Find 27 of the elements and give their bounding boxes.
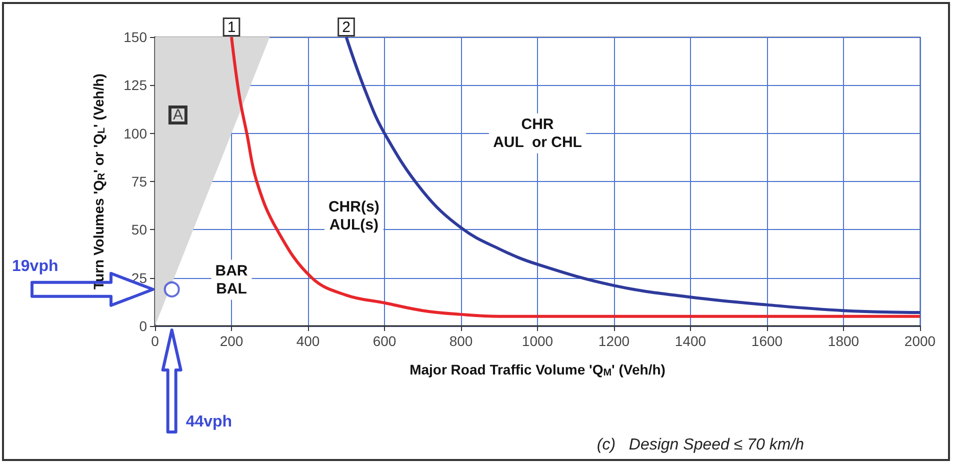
x-tick-label: 1000 — [522, 333, 554, 349]
y-tick-label: 75 — [131, 174, 148, 190]
x-tick-label: 1200 — [598, 333, 630, 349]
series-label: 1 — [227, 19, 236, 36]
y-tick-label: 50 — [131, 222, 148, 238]
series-label: A — [172, 106, 183, 124]
series-label: 2 — [342, 19, 350, 36]
y-tick-label: 125 — [124, 77, 148, 94]
text: 19vph — [12, 258, 58, 275]
y-tick-label: 0 — [139, 318, 148, 334]
x-tick-label: 600 — [372, 333, 396, 349]
y-axis-title: Turn Volumes 'QR' or 'QL' (Veh/h) — [90, 74, 108, 290]
x-tick-label: 800 — [449, 333, 473, 349]
y-tick-label: 150 — [124, 29, 148, 45]
text: (c) Design Speed ≤ 70 km/h — [596, 436, 804, 454]
x-tick-label: 2000 — [904, 333, 936, 349]
annotation: CHR(s) AUL(s) — [328, 198, 380, 234]
annotation: CHR AUL or CHL — [493, 116, 582, 151]
x-tick-label: 0 — [151, 333, 160, 349]
x-tick-label: 1800 — [828, 333, 860, 349]
annotation: BAR BAL — [215, 262, 248, 298]
x-tick-label: 400 — [296, 333, 320, 349]
x-tick-label: 1400 — [674, 333, 706, 349]
x-tick-label: 1600 — [751, 333, 783, 349]
y-tick-label: 100 — [124, 125, 148, 142]
text: 44vph — [186, 414, 232, 430]
x-tick-label: 200 — [220, 333, 244, 349]
